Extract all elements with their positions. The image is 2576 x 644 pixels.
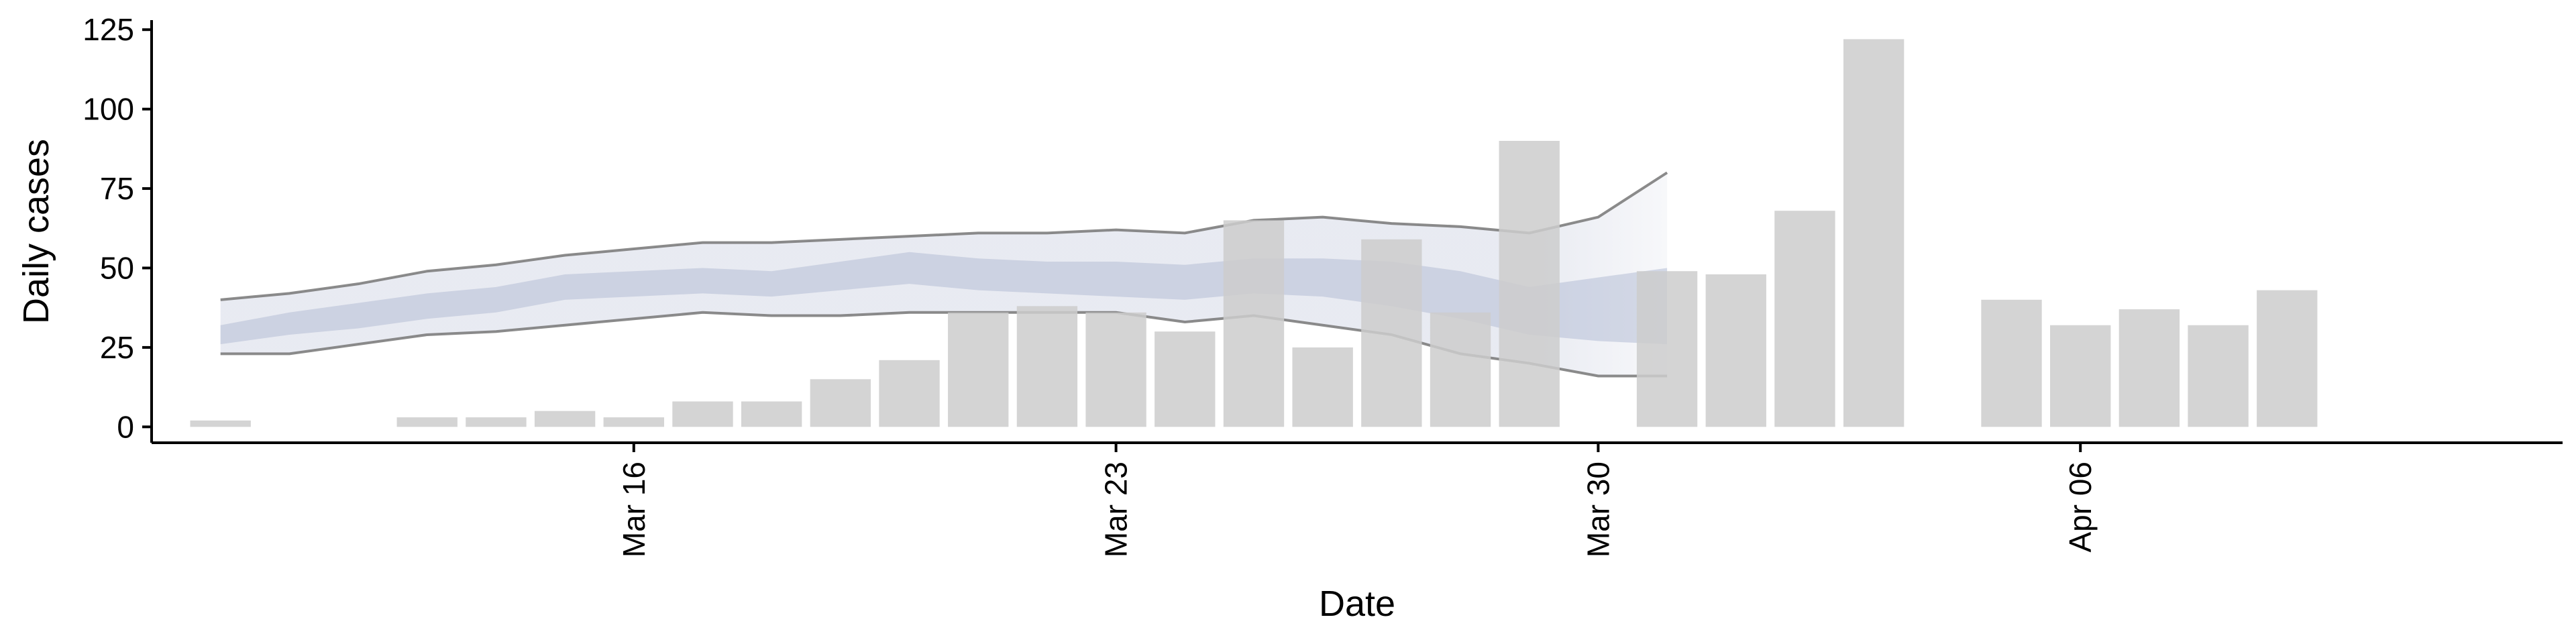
band-50-area <box>220 252 1668 345</box>
bar-2020-04-09 <box>2257 290 2318 427</box>
estimate-band-layer <box>220 171 1668 378</box>
bar-layer <box>190 39 2318 427</box>
y-axis-title: Daily cases <box>16 139 56 324</box>
y-tick-label: 50 <box>100 250 134 285</box>
bar-2020-04-02 <box>1774 211 1835 427</box>
bar-2020-04-03 <box>1843 39 1904 427</box>
y-tick-label: 25 <box>100 330 134 365</box>
bar-2020-03-14 <box>466 417 527 427</box>
y-axis-ticks: 0 25 50 75 100 125 <box>83 12 152 444</box>
bar-2020-03-18 <box>741 401 802 427</box>
bar-2020-04-01 <box>1705 274 1766 427</box>
x-axis-ticks: Mar 16 Mar 23 Mar 30 Apr 06 <box>616 443 2098 557</box>
y-tick-label: 75 <box>100 171 134 206</box>
bar-2020-03-24 <box>1155 331 1216 427</box>
bar-2020-03-29 <box>1499 141 1560 427</box>
bar-2020-03-19 <box>810 379 871 427</box>
bar-2020-03-23 <box>1085 312 1146 427</box>
y-tick-label: 100 <box>83 92 134 127</box>
x-axis-title: Date <box>1319 584 1395 624</box>
bar-2020-03-17 <box>672 401 733 427</box>
bar-2020-03-28 <box>1430 312 1491 427</box>
bar-2020-03-22 <box>1016 306 1078 427</box>
band-90-lower-line <box>220 311 1668 378</box>
x-tick-label: Mar 30 <box>1580 462 1615 557</box>
y-tick-label: 125 <box>83 12 134 47</box>
bar-2020-03-13 <box>396 417 458 427</box>
x-tick-label: Apr 06 <box>2063 462 2098 553</box>
y-tick-label: 0 <box>117 409 134 444</box>
bar-2020-03-31 <box>1636 271 1698 427</box>
bar-2020-03-10 <box>190 420 251 427</box>
bar-2020-04-07 <box>2118 309 2180 427</box>
bar-2020-03-21 <box>948 312 1009 427</box>
bar-2020-04-05 <box>1981 299 2042 427</box>
bar-2020-04-06 <box>2050 325 2111 427</box>
bar-2020-03-27 <box>1361 239 1422 427</box>
bar-2020-03-15 <box>534 411 596 427</box>
bar-2020-03-20 <box>879 360 940 427</box>
band-90-upper-line <box>220 171 1668 301</box>
bar-2020-03-26 <box>1292 347 1353 427</box>
x-tick-label: Mar 23 <box>1099 462 1134 557</box>
bar-2020-03-25 <box>1223 220 1285 427</box>
bar-2020-03-16 <box>603 417 664 427</box>
bar-2020-04-08 <box>2188 325 2249 427</box>
x-tick-label: Mar 16 <box>616 462 651 557</box>
axes: 0 25 50 75 100 125 Mar 16 Mar 23 Mar 30 Apr 06 D… <box>16 12 2563 624</box>
